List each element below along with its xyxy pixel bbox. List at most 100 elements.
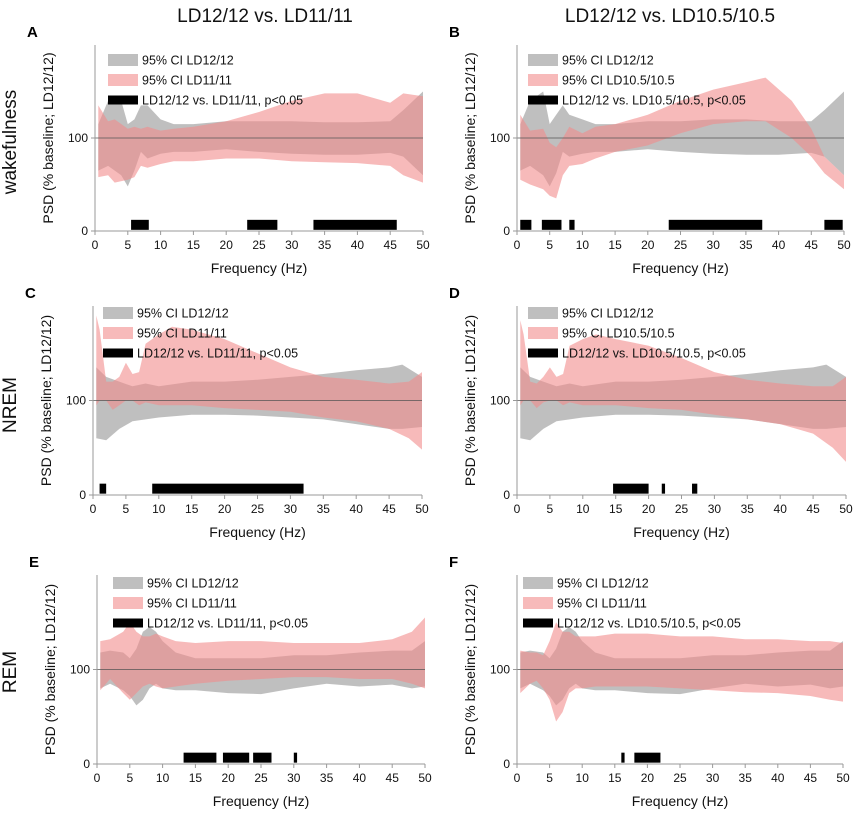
panel-letter: F (449, 554, 458, 571)
x-tick-label: 15 (609, 502, 623, 516)
legend-significance-label: LD12/12 vs. LD10.5/10.5, p<0.05 (562, 347, 746, 361)
legend-significance-label: LD12/12 vs. LD11/11, p<0.05 (142, 94, 303, 108)
legend-reference-label: 95% CI LD12/12 (142, 54, 234, 68)
legend-significance-swatch (103, 348, 133, 358)
x-tick-label: 20 (642, 502, 656, 516)
x-tick-label: 30 (706, 771, 720, 785)
y-tick-label: 100 (490, 663, 510, 677)
significance-bar (131, 219, 149, 230)
legend-reference-swatch (523, 577, 553, 589)
legend-comparison-swatch (528, 327, 558, 339)
legend-comparison-label: 95% CI LD11/11 (557, 597, 647, 611)
legend-significance-swatch (108, 95, 138, 105)
legend-comparison-label: 95% CI LD11/11 (147, 597, 237, 611)
x-tick-label: 30 (287, 771, 301, 785)
x-tick-label: 0 (514, 502, 521, 516)
significance-bar (293, 752, 298, 763)
panel-letter: E (29, 554, 39, 571)
panel-c: C 0 5 10 15 20 25 30 35 40 45 50 0 100 Frequency (Hz) P… (25, 285, 429, 540)
ci-band-reference (520, 91, 844, 187)
legend-comparison-label: 95% CI LD11/11 (142, 74, 232, 88)
legend: 95% CI LD12/12 95% CI LD11/11 LD12/12 vs. … (523, 577, 741, 631)
x-tick-label: 40 (353, 771, 367, 785)
x-axis-label: Frequency (Hz) (632, 260, 728, 276)
panel-d: D 0 5 10 15 20 25 30 35 40 45 50 0 100 Frequency (Hz) P… (449, 285, 853, 540)
x-tick-label: 45 (804, 771, 818, 785)
legend-comparison-swatch (113, 597, 143, 609)
y-tick-label: 0 (81, 224, 88, 238)
legend-significance-swatch (528, 348, 558, 358)
panel-e: E 0 5 10 15 20 25 30 35 40 45 50 0 100 Frequency (Hz) P… (29, 554, 432, 809)
y-tick-label: 100 (66, 394, 86, 408)
x-tick-label: 35 (318, 238, 332, 252)
x-tick-label: 45 (806, 502, 820, 516)
significance-bar (222, 752, 250, 763)
significance-bar (541, 219, 562, 230)
y-axis-label: PSD (% baseline; LD12/12) (38, 315, 54, 486)
x-tick-label: 35 (741, 502, 755, 516)
significance-bar (520, 219, 532, 230)
legend-significance-label: LD12/12 vs. LD10.5/10.5, p<0.05 (557, 617, 741, 631)
legend: 95% CI LD12/12 95% CI LD10.5/10.5 LD12/12 … (528, 307, 746, 361)
panel-a: A 0 5 10 15 20 25 30 35 40 45 50 0 100 Frequency (Hz) P… (27, 24, 430, 276)
x-tick-label: 5 (126, 771, 133, 785)
legend-comparison-label: 95% CI LD11/11 (137, 327, 227, 341)
x-tick-label: 30 (708, 502, 722, 516)
legend: 95% CI LD12/12 95% CI LD11/11 LD12/12 vs. … (103, 307, 298, 361)
column-title-1: LD12/12 vs. LD11/11 (177, 6, 353, 27)
x-tick-label: 0 (514, 771, 521, 785)
significance-bar (313, 219, 397, 230)
x-tick-label: 50 (836, 771, 850, 785)
x-tick-label: 5 (547, 502, 554, 516)
y-axis-label: PSD (% baseline; LD12/12) (462, 315, 478, 486)
legend-significance-label: LD12/12 vs. LD11/11, p<0.05 (137, 347, 298, 361)
x-tick-label: 50 (839, 502, 853, 516)
x-tick-label: 0 (90, 502, 97, 516)
legend: 95% CI LD12/12 95% CI LD11/11 LD12/12 vs. … (113, 577, 308, 631)
x-tick-label: 50 (837, 238, 851, 252)
row-title-wakefulness: wakefulness (0, 90, 21, 196)
significance-bar (183, 752, 217, 763)
legend-reference-label: 95% CI LD12/12 (562, 54, 654, 68)
x-tick-label: 15 (185, 502, 199, 516)
panel-f: F 0 5 10 15 20 25 30 35 40 45 50 0 100 Frequency (Hz) P… (449, 554, 850, 809)
x-tick-label: 0 (94, 771, 101, 785)
column-title-2: LD12/12 vs. LD10.5/10.5 (565, 6, 775, 27)
ci-band-comparison (520, 622, 843, 722)
significance-bar (253, 752, 272, 763)
y-tick-label: 0 (503, 224, 510, 238)
legend-reference-label: 95% CI LD12/12 (137, 307, 229, 321)
y-tick-label: 0 (83, 757, 90, 771)
x-axis-label: Frequency (Hz) (209, 524, 305, 540)
legend: 95% CI LD12/12 95% CI LD11/11 LD12/12 vs. … (108, 54, 303, 108)
x-tick-label: 5 (546, 771, 553, 785)
x-tick-label: 10 (576, 238, 590, 252)
significance-bar (621, 752, 625, 763)
legend-significance-label: LD12/12 vs. LD11/11, p<0.05 (147, 617, 308, 631)
x-tick-label: 45 (805, 238, 819, 252)
panel-letter: C (25, 285, 36, 302)
y-tick-label: 0 (503, 488, 510, 502)
x-tick-label: 45 (384, 238, 398, 252)
legend-comparison-label: 95% CI LD10.5/10.5 (562, 74, 675, 88)
x-tick-label: 40 (771, 771, 785, 785)
legend-significance-swatch (528, 95, 558, 105)
x-tick-label: 5 (546, 238, 553, 252)
y-tick-label: 0 (79, 488, 86, 502)
x-tick-label: 25 (674, 238, 688, 252)
significance-bar (152, 483, 304, 494)
x-tick-label: 20 (641, 238, 655, 252)
x-tick-label: 50 (415, 502, 429, 516)
x-tick-label: 50 (416, 238, 430, 252)
legend-reference-label: 95% CI LD12/12 (147, 577, 239, 591)
x-tick-label: 15 (189, 771, 203, 785)
ci-band-comparison (520, 320, 846, 462)
y-axis-label: PSD (% baseline; LD12/12) (462, 584, 478, 755)
panel-letter: D (449, 285, 460, 302)
x-tick-label: 25 (675, 502, 689, 516)
x-tick-label: 40 (350, 502, 364, 516)
ci-band-comparison (100, 617, 426, 700)
legend-reference-swatch (528, 54, 558, 66)
significance-bar (99, 483, 107, 494)
x-tick-label: 35 (320, 771, 334, 785)
